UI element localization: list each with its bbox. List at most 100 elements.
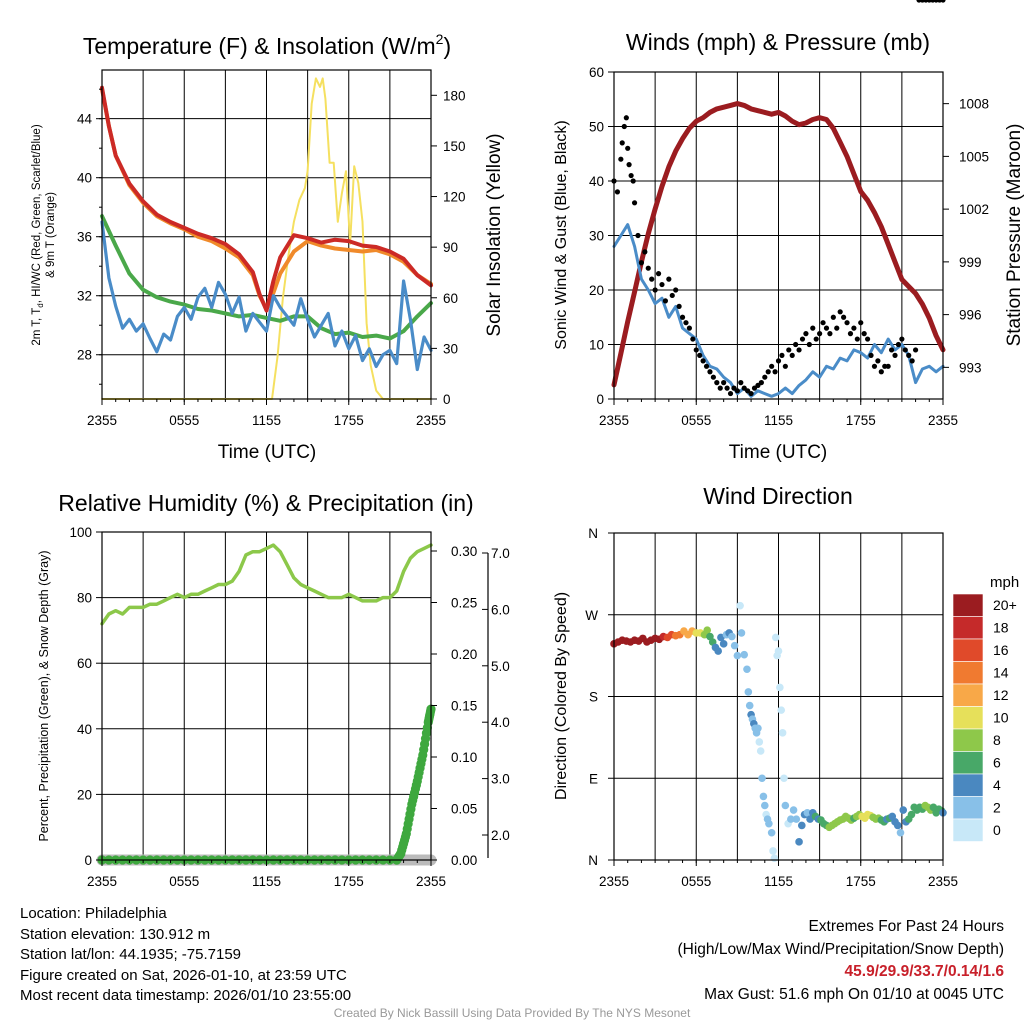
winds-panel-title: Winds (mph) & Pressure (mb): [626, 29, 930, 55]
winds-axes: 0 10 20 30 40 50 60 993 996 999 1002 1005 1008 2355 05…: [589, 65, 989, 428]
gust-point: [865, 336, 871, 342]
y-tick-label: 0: [84, 853, 92, 868]
direction-point: [798, 821, 806, 830]
colorbar-label: 0: [993, 822, 1001, 838]
gust-point: [895, 341, 902, 348]
gust-point: [906, 352, 912, 358]
temperature-grid: [102, 70, 431, 399]
gust-point: [649, 276, 655, 282]
gust-point: [782, 363, 788, 369]
direction-point: [803, 808, 812, 817]
colorbar-swatch: [952, 818, 984, 842]
winds-grid: [614, 72, 943, 399]
y-tick-label: 28: [77, 348, 92, 363]
y2-tick-label: 1002: [959, 202, 989, 217]
gust-point: [645, 265, 651, 271]
direction-point: [736, 601, 744, 610]
gust-point: [871, 363, 878, 369]
x-tick-label: 2355: [599, 413, 629, 428]
latlon-text: Station lat/lon: 44.1935; -75.7159: [20, 946, 242, 963]
x-tick-label: 2355: [87, 413, 117, 428]
y2-tick-label: 1005: [959, 149, 989, 164]
x-tick-label: 2355: [416, 874, 446, 889]
gust-point: [700, 358, 706, 364]
direction-point: [767, 828, 776, 837]
direction-point: [730, 641, 739, 650]
x-tick-label: 1755: [846, 874, 876, 889]
gust-point: [679, 314, 686, 320]
colorbar-title: mph: [990, 574, 1019, 591]
y2-tick-label: 0: [443, 392, 451, 407]
colorbar-label: 10: [993, 710, 1009, 726]
direction-point: [719, 640, 728, 648]
winds-panel: Winds (mph) & Pressure (mb) 0 10 20 30 40 50 6…: [553, 0, 1024, 463]
x-tick-label: 0555: [169, 413, 199, 428]
x-tick-label: 1755: [334, 874, 364, 889]
colorbar-swatch: [952, 638, 984, 662]
x-tick-label: 2355: [928, 874, 958, 889]
gust-point: [707, 369, 713, 375]
direction-point: [792, 815, 801, 823]
precip-tick-label: 0.10: [451, 750, 477, 765]
snow-tick-label: 2.0: [491, 828, 510, 843]
colorbar-label: 14: [993, 665, 1009, 681]
y-tick-label: 20: [589, 283, 604, 298]
y2-tick-label: 996: [959, 308, 982, 323]
gust-point: [618, 156, 624, 162]
gust-point: [673, 287, 679, 293]
speed-colorbar: mph 20+ 18 16 14 12 10 8 6 4 2 0: [952, 574, 1019, 842]
gust-point: [724, 385, 730, 391]
direction-point: [774, 647, 783, 655]
gust-point: [823, 325, 830, 331]
gust-point: [902, 347, 908, 353]
gust-point: [638, 260, 645, 266]
elevation-text: Station elevation: 130.912 m: [20, 925, 211, 943]
y-tick-label: 60: [77, 656, 92, 671]
x-tick-label: 1155: [764, 874, 793, 889]
humidity-grid: [102, 532, 431, 860]
precip-tick-label: 0.30: [451, 544, 477, 559]
direction-point: [754, 724, 762, 733]
extremes-title: Extremes For Past 24 Hours: [808, 918, 1004, 935]
y2-tick-label: 180: [443, 88, 466, 103]
series-line-hi-wc: [100, 220, 433, 372]
direction-point: [778, 729, 787, 737]
gust-point: [690, 336, 696, 342]
direction-point: [899, 806, 908, 814]
colorbar-label: 8: [993, 732, 1001, 748]
gust-point: [940, 0, 946, 3]
gust-point: [775, 358, 782, 364]
gust-point: [834, 325, 840, 331]
direction-grid: [614, 533, 943, 860]
x-tick-label: 1155: [764, 413, 793, 428]
y-tick-label: 40: [589, 174, 604, 189]
recent-data-text: Most recent data timestamp: 2026/01/10 2…: [20, 987, 352, 1004]
gust-point: [841, 314, 847, 320]
y-tick-label: E: [589, 771, 598, 786]
gust-point: [659, 281, 665, 288]
y-tick-label: N: [588, 853, 598, 868]
direction-y-axis-label: Direction (Colored By Speed): [553, 592, 570, 800]
snow-tick-label: 4.0: [491, 715, 510, 730]
precip-tick-label: 0.15: [451, 699, 477, 714]
x-tick-label: 0555: [681, 413, 711, 428]
gust-point: [683, 320, 689, 326]
colorbar-swatch: [952, 773, 984, 797]
series-line-2m-t: [100, 85, 433, 313]
humidity-panel-title: Relative Humidity (%) & Precipitation (i…: [58, 490, 473, 516]
direction-point: [789, 806, 798, 814]
direction-point: [737, 629, 746, 637]
direction-point: [714, 647, 722, 655]
gust-point: [710, 374, 716, 380]
y-tick-label: 0: [596, 392, 604, 407]
colorbar-label: 6: [993, 755, 1001, 771]
pressure-y-axis-label: Station Pressure (Maroon): [1004, 124, 1024, 347]
direction-point: [733, 651, 742, 660]
x-tick-label: 0555: [681, 874, 711, 889]
gust-point: [793, 341, 799, 348]
gust-point: [779, 352, 785, 358]
gust-point: [837, 309, 843, 315]
gust-point: [635, 232, 641, 239]
